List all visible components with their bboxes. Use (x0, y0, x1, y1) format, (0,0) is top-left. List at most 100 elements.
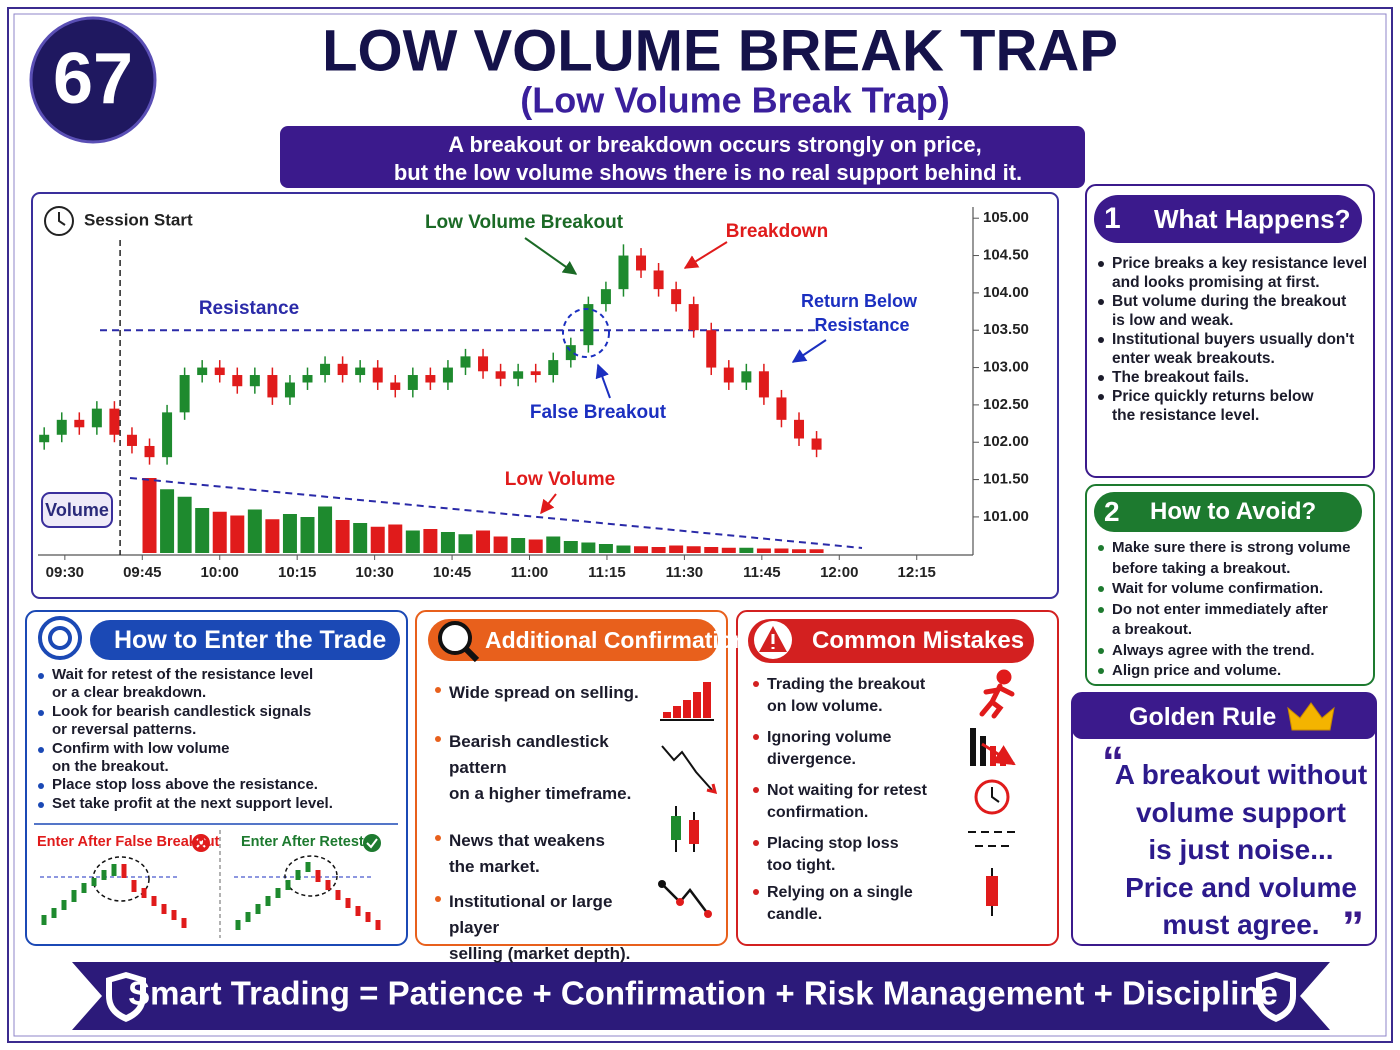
candle-body (56, 419, 67, 435)
candle-body (741, 371, 752, 383)
x-tick-label: 12:15 (898, 564, 936, 581)
y-tick-label: 105.00 (983, 209, 1029, 226)
y-tick-label: 103.50 (983, 321, 1029, 338)
how-to-avoid-header (1094, 492, 1362, 532)
depth-icon (658, 880, 666, 888)
subtitle: (Low Volume Break Trap) (520, 80, 949, 121)
golden-rule-quote: A breakout without volume support is just … (1110, 756, 1372, 944)
annotation: Return Below (801, 291, 918, 311)
bullet-line: Look for bearish candlestick signals (52, 702, 312, 720)
candle-body (179, 375, 190, 413)
bullet-line: is low and weak. (1112, 312, 1234, 329)
candle-body (126, 434, 137, 446)
volume-bar (335, 520, 350, 553)
description-line: A breakout or breakdown occurs strongly … (448, 132, 981, 157)
annotation: Resistance (199, 298, 299, 319)
annotation: False Breakout (530, 402, 667, 423)
volume-bar (353, 523, 368, 553)
what-happens-header (1094, 195, 1362, 243)
volume-bar (581, 542, 596, 553)
target-icon (38, 616, 82, 660)
candle-body (671, 289, 682, 305)
x-tick-label: 11:00 (511, 564, 549, 581)
quote-mark: ” (1342, 903, 1364, 952)
session-start-label: Session Start (84, 210, 193, 229)
what-happens-title: 1 What Happens? (1104, 195, 1350, 243)
volume-bar (616, 545, 631, 553)
check-icon (363, 834, 381, 852)
x-tick-label: 12:00 (820, 564, 858, 581)
single-candle-icon (986, 876, 998, 906)
volume-bar (423, 529, 438, 553)
volume-bar (300, 517, 315, 553)
arrow (595, 363, 611, 399)
how-to-avoid-title: 2 How to Avoid? (1104, 492, 1316, 532)
enter-trade-panel (25, 610, 408, 946)
number-badge (29, 16, 157, 144)
bullet: Price quickly returns below the resistanc… (1096, 387, 1368, 425)
bullet-line: Wait for volume confirmation. (1112, 580, 1324, 597)
magnifier-icon (438, 621, 472, 655)
bullet-line: Price quickly returns below (1112, 388, 1314, 405)
bullet-line: the market. (449, 857, 540, 876)
bullet-line: Do not enter immediately after (1112, 600, 1328, 618)
y-tick-label: 101.50 (983, 471, 1029, 488)
bullet-line: Institutional or large player (449, 892, 613, 937)
bullet-line: Place stop loss above the resistance. (52, 776, 318, 794)
volume-bar (493, 536, 508, 553)
chart-panel (31, 192, 1059, 599)
volume-bar (528, 539, 543, 553)
volume-bar (704, 547, 719, 553)
bullet-line: Wait for retest of the resistance level (52, 666, 314, 683)
enter-trade-header (90, 620, 400, 660)
volume-bar (440, 532, 455, 553)
x-tick-label: 11:15 (588, 564, 626, 581)
how-to-avoid-list: Make sure there is strong volume before t… (1096, 538, 1368, 682)
example-candles (121, 864, 187, 928)
bullet: Trading the breakout on low volume. (751, 674, 951, 718)
clock-icon (991, 787, 1000, 803)
runner-icon (996, 669, 1012, 685)
volume-bar (177, 496, 192, 553)
bullet-line: Relying on a single (767, 884, 913, 901)
falling-line-icon (706, 783, 718, 795)
candle-pair-icon (689, 820, 699, 844)
y-tick-label: 104.50 (983, 247, 1029, 264)
candle-body (91, 408, 102, 428)
candle-body (618, 255, 629, 290)
shield-icon (112, 978, 140, 1015)
candle-body (460, 356, 471, 368)
example-retest (234, 855, 381, 930)
candle-body (162, 412, 173, 458)
x-tick-label: 09:45 (123, 564, 161, 581)
volume-bar (142, 478, 157, 553)
x-tick-label: 11:30 (666, 564, 704, 581)
confirmation-list: Wide spread on selling. Bearish candlesti… (433, 680, 658, 967)
candle-body (320, 363, 331, 376)
volume-bar (598, 544, 613, 553)
example-candles (41, 864, 117, 925)
volume-bar (634, 546, 649, 553)
bullet-line: candle. (767, 906, 823, 923)
bullet: Always agree with the trend. (1096, 641, 1368, 662)
volume-tag (41, 492, 113, 528)
frame-inner (13, 13, 1387, 1037)
bullet-line: or reversal patterns. (52, 721, 197, 739)
quote-line: A breakout without (1114, 759, 1368, 790)
confirmation-header (428, 619, 718, 661)
check-icon (366, 838, 378, 849)
candle-body (758, 371, 769, 398)
y-tick-label: 102.00 (983, 433, 1029, 450)
example-candles (315, 870, 381, 930)
y-tick-label: 101.00 (983, 508, 1029, 525)
candle-body (583, 304, 594, 346)
candle-body (407, 375, 418, 390)
candle-body (530, 371, 541, 376)
x-tick-label: 10:15 (278, 564, 316, 581)
candle-body (197, 367, 208, 376)
false-breakout-circle (562, 308, 610, 358)
title: LOW VOLUME BREAK TRAP (322, 18, 1118, 83)
bullet-line: Placing stop loss (767, 835, 899, 852)
